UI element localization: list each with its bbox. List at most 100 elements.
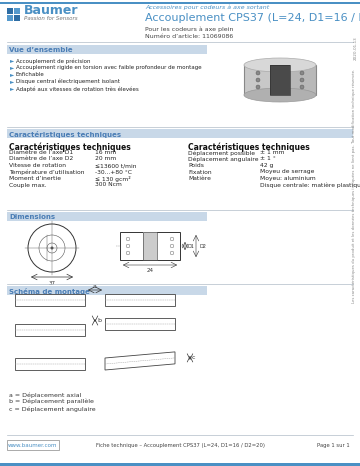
Text: a: a [93, 284, 97, 289]
Text: Baumer: Baumer [24, 4, 78, 17]
Ellipse shape [244, 88, 316, 102]
Text: Disque central électriquement isolant: Disque central électriquement isolant [16, 79, 120, 84]
Text: ≤13600 t/min: ≤13600 t/min [95, 163, 136, 168]
Circle shape [126, 244, 130, 248]
Bar [143, 232, 157, 260]
Text: Accouplement rigide en torsion avec faible profondeur de montage: Accouplement rigide en torsion avec faib… [16, 65, 202, 70]
Text: c: c [192, 356, 195, 360]
Bar [7, 15, 13, 21]
Text: D1: D1 [188, 244, 195, 248]
Text: Accouplement CPS37 (L=24, D1=16 / D2=20): Accouplement CPS37 (L=24, D1=16 / D2=20) [145, 13, 360, 23]
Text: Température d’utilisation: Température d’utilisation [9, 170, 85, 175]
Text: Moyeu de serrage: Moyeu de serrage [260, 170, 314, 174]
Bar [15, 324, 85, 336]
Text: c = Déplacement angulaire: c = Déplacement angulaire [9, 406, 96, 411]
Bar [270, 65, 290, 95]
Bar [7, 286, 207, 295]
Bar [7, 45, 207, 54]
Text: 2020-01-13: 2020-01-13 [354, 36, 358, 60]
Bar [7, 212, 207, 221]
Bar [7, 8, 13, 14]
Text: Adapté aux vitesses de rotation très élevées: Adapté aux vitesses de rotation très éle… [16, 86, 139, 91]
Bar [14, 8, 20, 14]
Text: Pour les codeurs à axe plein: Pour les codeurs à axe plein [145, 27, 233, 33]
Circle shape [47, 243, 57, 253]
Bar [244, 65, 316, 95]
Text: ≤ 130 gcm²: ≤ 130 gcm² [95, 176, 131, 182]
Bar [105, 318, 175, 330]
Circle shape [170, 251, 174, 255]
Text: 42 g: 42 g [260, 163, 273, 168]
Bar [0, 2, 360, 4]
Ellipse shape [244, 72, 316, 92]
Text: -30...+80 °C: -30...+80 °C [95, 170, 132, 174]
Text: Fiche technique – Accouplement CPS37 (L=24, D1=16 / D2=20): Fiche technique – Accouplement CPS37 (L=… [95, 443, 265, 448]
Bar [120, 232, 180, 260]
Bar [7, 440, 59, 450]
Circle shape [256, 85, 260, 89]
Text: Vue d’ensemble: Vue d’ensemble [9, 47, 73, 53]
Text: Caractéristiques techniques: Caractéristiques techniques [9, 131, 121, 138]
Text: a = Déplacement axial: a = Déplacement axial [9, 392, 81, 397]
Bar [7, 129, 353, 138]
Text: Moyeu: aluminium: Moyeu: aluminium [260, 176, 316, 181]
Text: Accessoires pour codeurs à axe sortant: Accessoires pour codeurs à axe sortant [145, 4, 269, 9]
Bar [15, 294, 85, 306]
Circle shape [28, 224, 76, 272]
Circle shape [256, 71, 260, 75]
Text: www.baumer.com: www.baumer.com [8, 443, 58, 448]
Text: Caractéristiques techniques: Caractéristiques techniques [188, 142, 310, 151]
Text: Numéro d’article: 11069086: Numéro d’article: 11069086 [145, 34, 233, 39]
Circle shape [50, 247, 54, 249]
Circle shape [256, 78, 260, 82]
Circle shape [300, 85, 304, 89]
Text: ►: ► [10, 72, 14, 77]
Ellipse shape [244, 58, 316, 72]
Text: Schéma de montage: Schéma de montage [9, 288, 90, 295]
Text: b = Déplacement parallèle: b = Déplacement parallèle [9, 399, 94, 404]
Text: 20 mm: 20 mm [95, 157, 116, 162]
Text: ►: ► [10, 65, 14, 70]
Text: ►: ► [10, 79, 14, 84]
Text: Page 1 sur 1: Page 1 sur 1 [317, 443, 350, 448]
Text: ►: ► [10, 86, 14, 91]
Bar [280, 65, 316, 95]
Bar [105, 294, 175, 306]
Text: Fixation: Fixation [188, 170, 212, 174]
Text: Accouplement de précision: Accouplement de précision [16, 58, 90, 63]
Text: Passion for Sensors: Passion for Sensors [24, 16, 78, 21]
Text: Couple max.: Couple max. [9, 183, 47, 187]
Text: Les caractéristiques du produit et les données techniques indiquées ne lient pas: Les caractéristiques du produit et les d… [352, 69, 356, 303]
Text: Dimensions: Dimensions [9, 214, 55, 220]
Text: Matière: Matière [188, 176, 211, 181]
Text: Vitesse de rotation: Vitesse de rotation [9, 163, 66, 168]
Text: 300 Ncm: 300 Ncm [95, 183, 122, 187]
Circle shape [126, 237, 130, 241]
Text: Poids: Poids [188, 163, 204, 168]
Circle shape [170, 237, 174, 241]
Bar [244, 65, 280, 95]
Text: Déplacement angulaire: Déplacement angulaire [188, 157, 258, 162]
Text: 37: 37 [49, 281, 55, 286]
Text: b: b [97, 317, 101, 322]
Circle shape [300, 78, 304, 82]
Bar [143, 232, 157, 260]
Text: D2: D2 [199, 244, 206, 248]
Text: Moment d’inertie: Moment d’inertie [9, 176, 61, 181]
Bar [15, 358, 85, 370]
Text: 16 mm: 16 mm [95, 150, 116, 155]
Text: Disque centrale: matière plastique: Disque centrale: matière plastique [260, 183, 360, 188]
Text: Enfichable: Enfichable [16, 72, 45, 77]
Bar [270, 65, 290, 95]
Text: ± 1 °: ± 1 ° [260, 157, 276, 162]
Text: Diamètre de l’axe D2: Diamètre de l’axe D2 [9, 157, 73, 162]
Text: Caractéristiques techniques: Caractéristiques techniques [9, 142, 131, 151]
Circle shape [126, 251, 130, 255]
Circle shape [39, 235, 65, 261]
Circle shape [170, 244, 174, 248]
Text: ►: ► [10, 58, 14, 63]
Bar [0, 463, 360, 466]
Text: Diamètre de l’axe D1: Diamètre de l’axe D1 [9, 150, 73, 155]
Text: 24: 24 [147, 268, 153, 273]
Text: Déplacement possible: Déplacement possible [188, 150, 255, 156]
